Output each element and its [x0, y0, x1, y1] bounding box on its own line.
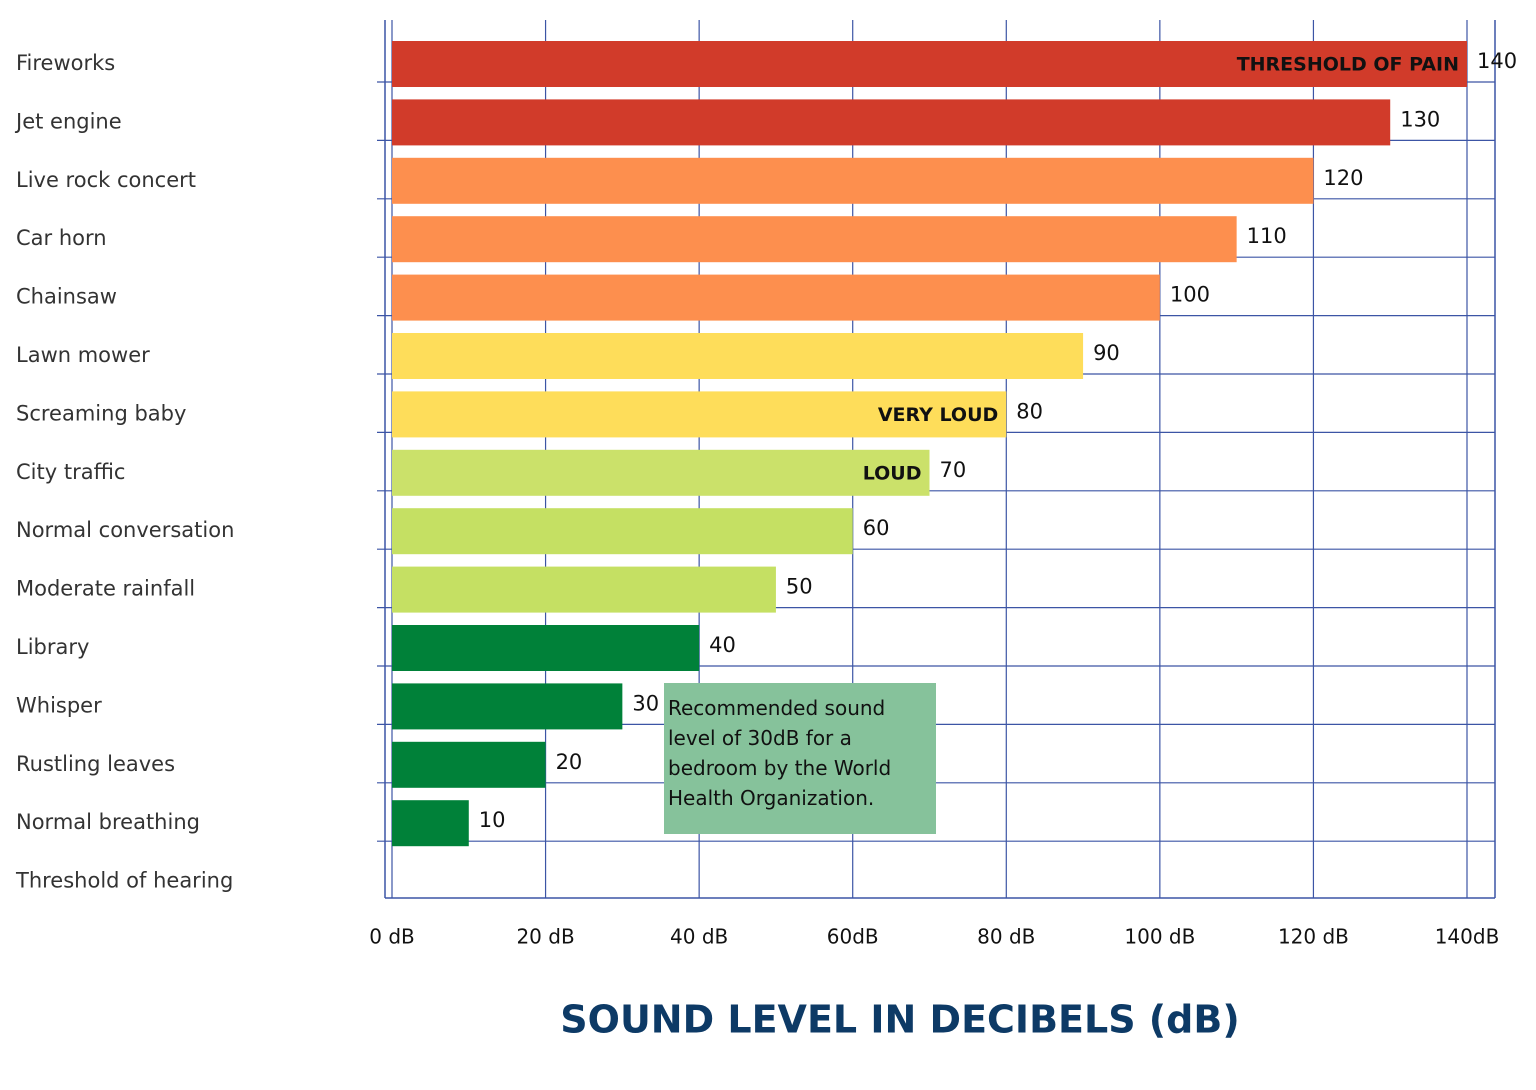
value-label: 30	[632, 691, 659, 715]
bar	[392, 800, 469, 847]
category-label: Whisper	[16, 693, 102, 717]
value-label: 10	[479, 808, 506, 832]
x-tick-label: 120 dB	[1278, 925, 1349, 949]
note: Recommended sound level of 30dB for a be…	[664, 683, 936, 834]
value-label: 20	[556, 750, 583, 774]
bar	[392, 157, 1314, 204]
category-label: City traffic	[16, 460, 125, 484]
category-label: Jet engine	[14, 109, 122, 133]
category-label: Moderate rainfall	[16, 577, 195, 601]
x-tick-label: 40 dB	[670, 925, 728, 949]
value-label: 50	[786, 575, 813, 599]
value-label: 60	[863, 516, 890, 540]
x-tick-label: 80 dB	[977, 925, 1035, 949]
bar	[392, 449, 930, 496]
value-label: 120	[1323, 166, 1363, 190]
bar-annotation: THRESHOLD OF PAIN	[1237, 54, 1459, 76]
bar	[392, 391, 1007, 438]
x-tick-label: 140dB	[1435, 925, 1500, 949]
x-tick-label: 100 dB	[1124, 925, 1195, 949]
bar-annotation: LOUD	[863, 462, 922, 484]
value-label: 110	[1247, 224, 1287, 248]
category-label: Live rock concert	[16, 168, 196, 192]
value-label: 40	[709, 633, 736, 657]
category-label: Normal conversation	[16, 518, 234, 542]
category-label: Normal breathing	[16, 810, 200, 834]
value-label: 70	[940, 458, 967, 482]
category-label: Screaming baby	[16, 401, 186, 425]
bar	[392, 625, 700, 671]
bar-annotation: VERY LOUD	[878, 404, 998, 426]
value-label: 100	[1170, 283, 1210, 307]
value-label: 130	[1400, 107, 1440, 131]
bar	[392, 274, 1160, 321]
bar	[392, 333, 1084, 379]
x-axis-title: SOUND LEVEL IN DECIBELS (dB)	[560, 998, 1239, 1042]
bar	[392, 683, 623, 730]
category-label: Chainsaw	[16, 285, 117, 309]
bar	[392, 741, 546, 788]
bar	[392, 99, 1391, 146]
category-label: Car horn	[16, 226, 107, 250]
x-tick-label: 20 dB	[516, 925, 574, 949]
value-label: 80	[1016, 399, 1043, 423]
bar	[392, 216, 1237, 263]
x-tick-label: 0 dB	[369, 925, 415, 949]
category-label: Rustling leaves	[16, 752, 175, 776]
bar	[392, 41, 1467, 87]
bar	[392, 566, 776, 613]
bar	[392, 508, 853, 555]
category-label: Lawn mower	[16, 343, 150, 367]
value-label: 140	[1477, 49, 1517, 73]
category-label: Fireworks	[16, 51, 115, 75]
category-label: Library	[16, 635, 89, 659]
category-label: Threshold of hearing	[15, 869, 233, 893]
x-tick-label: 60dB	[827, 925, 879, 949]
value-label: 90	[1093, 341, 1120, 365]
